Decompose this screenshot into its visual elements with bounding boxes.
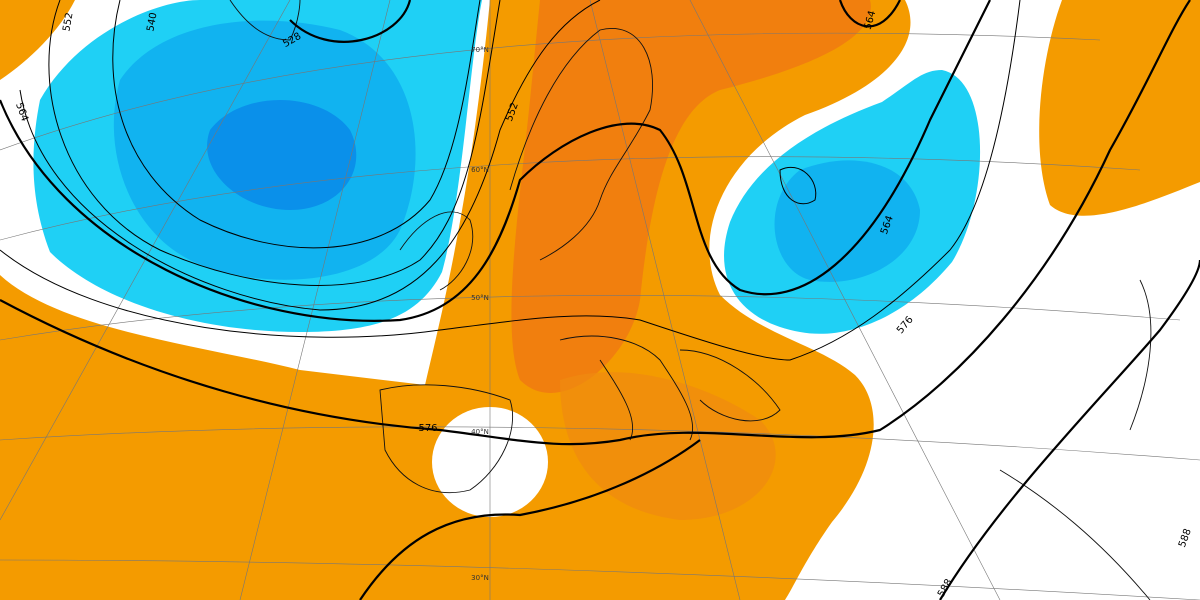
coastlines [229,0,1152,600]
contour-label: 576 [418,423,437,434]
warm-region [1039,0,1200,216]
warm-region [0,0,75,80]
contour-label: 540 [145,12,159,33]
latitude-labels: 70°N 60°N 50°N 40°N 30°N [471,46,489,582]
latitude-label: 40°N [471,428,489,436]
contour-label: 552 [61,12,75,33]
strong-warm-region [560,372,776,520]
strong-warm-region [511,0,871,393]
latitude-label: 70°N [471,46,489,54]
latitude-label: 50°N [471,294,489,302]
latitude-label: 60°N [471,166,489,174]
latitude-label: 30°N [471,574,489,582]
cold-region-core [207,100,357,210]
contour-label: 564 [863,9,879,30]
cold-region-core [774,160,920,282]
